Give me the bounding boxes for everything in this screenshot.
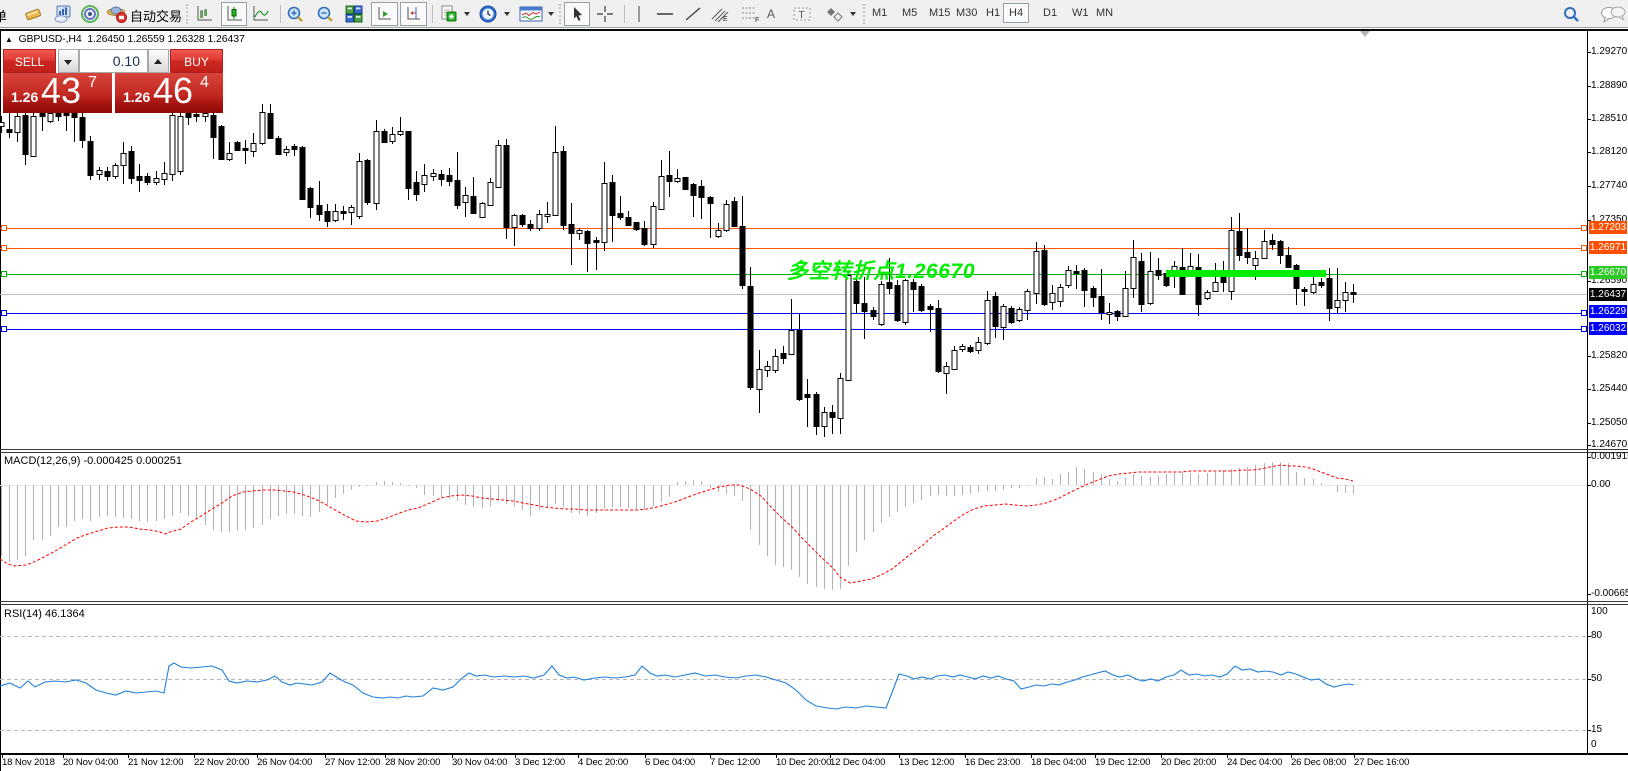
svg-text:E: E — [723, 16, 728, 23]
svg-text:T: T — [799, 10, 805, 21]
svg-text:F: F — [755, 17, 759, 23]
